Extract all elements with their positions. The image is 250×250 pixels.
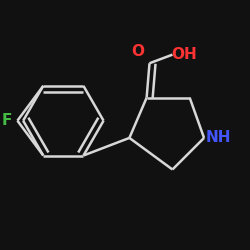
Text: NH: NH <box>206 130 231 146</box>
Text: F: F <box>2 113 12 128</box>
Text: OH: OH <box>171 47 197 62</box>
Text: O: O <box>132 44 144 59</box>
